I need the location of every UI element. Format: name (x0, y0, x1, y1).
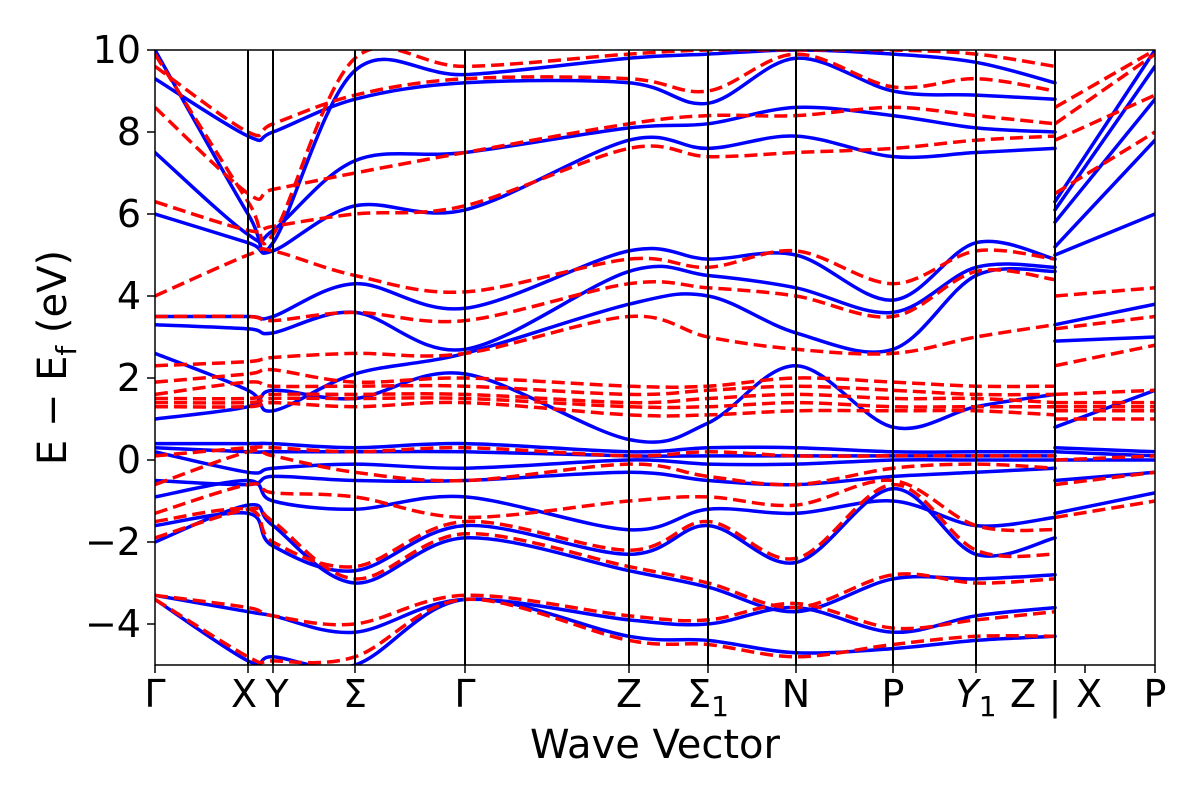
y-tick-label: −4 (85, 602, 141, 646)
x-tick-label: Γ (454, 672, 475, 716)
band-line (1054, 454, 1155, 462)
band-line (155, 105, 1056, 201)
band-line (1053, 138, 1155, 249)
band-line (155, 593, 1056, 631)
band-line (155, 392, 1056, 405)
x-tick-label: X (1076, 672, 1102, 716)
band-line (155, 441, 1057, 454)
band-line (1053, 335, 1155, 343)
band-line (155, 400, 1056, 418)
band-line (155, 380, 1056, 397)
x-tick-label: P (882, 672, 905, 716)
band-line (155, 396, 1055, 410)
x-tick-label: Σ1 (687, 672, 729, 723)
x-tick-label: P (1144, 672, 1167, 716)
x-tick-label: N (782, 672, 810, 716)
x-tick-label: Γ (144, 672, 165, 716)
band-line (1053, 50, 1155, 204)
x-tick-label: Σ (343, 672, 367, 716)
band-line (1053, 52, 1155, 126)
band-line (1053, 491, 1155, 516)
band-line (155, 266, 1057, 413)
band-line (155, 246, 1056, 298)
band-line (155, 597, 1056, 665)
band-line (1053, 212, 1155, 257)
plot-frame (154, 49, 1156, 666)
x-axis-label: Wave Vector (530, 722, 781, 768)
x-tick-label: | (1049, 674, 1062, 719)
y-tick-label: 0 (117, 438, 141, 482)
series-red-dashed (155, 50, 1155, 665)
band-line (1054, 314, 1155, 331)
band-line (155, 502, 1057, 614)
band-line (1053, 388, 1155, 429)
band-line (1053, 450, 1155, 458)
y-tick-label: −2 (85, 520, 141, 564)
x-tick-label: X (231, 672, 257, 716)
band-line (155, 134, 1056, 234)
x-tick-label: Y (264, 672, 289, 716)
plot-area (155, 50, 1155, 665)
x-tick-label: Z (616, 672, 642, 716)
band-line (155, 597, 1057, 665)
y-tick-label: 10 (93, 28, 141, 72)
band-line (155, 445, 1055, 458)
y-axis-label: E − Ef (eV) (30, 250, 83, 465)
band-line (155, 486, 1057, 573)
high-symmetry-lines (247, 50, 1056, 665)
series-blue-solid (155, 50, 1155, 665)
y-axis-label-subscript: f (50, 345, 83, 356)
x-tick-label: Z (1010, 672, 1036, 716)
x-tick-label: Y1 (955, 672, 996, 723)
band-line (1054, 93, 1155, 142)
band-line (1054, 286, 1155, 298)
band-line (155, 268, 1056, 324)
band-line (155, 450, 1057, 475)
band-line (1054, 50, 1155, 109)
band-line (1053, 445, 1155, 454)
band-line (1054, 470, 1155, 487)
y-tick-label: 2 (117, 356, 141, 400)
y-tick-label: 4 (117, 274, 141, 318)
band-line (155, 448, 1056, 487)
band-line (155, 314, 1056, 368)
y-tick-label: 8 (117, 110, 141, 154)
band-line (155, 478, 1057, 532)
y-axis-label-unit: (eV) (30, 250, 76, 346)
band-line (1053, 64, 1155, 212)
band-line (1053, 470, 1155, 483)
y-axis: −4 −2 0 2 4 6 8 10 (85, 28, 155, 646)
y-tick-label: 6 (117, 192, 141, 236)
band-line (155, 105, 1057, 244)
y-axis-label-main: E − E (30, 356, 76, 466)
band-line (1054, 388, 1155, 397)
band-line (1053, 302, 1155, 327)
x-axis: Γ X Y Σ Γ Z Σ1 N P Y1 Z | X P (144, 665, 1166, 723)
band-line (155, 367, 1056, 389)
band-line (1054, 499, 1155, 520)
band-line (1054, 343, 1155, 368)
band-line (155, 466, 1057, 487)
band-line (1054, 130, 1155, 195)
band-line (155, 506, 1056, 610)
